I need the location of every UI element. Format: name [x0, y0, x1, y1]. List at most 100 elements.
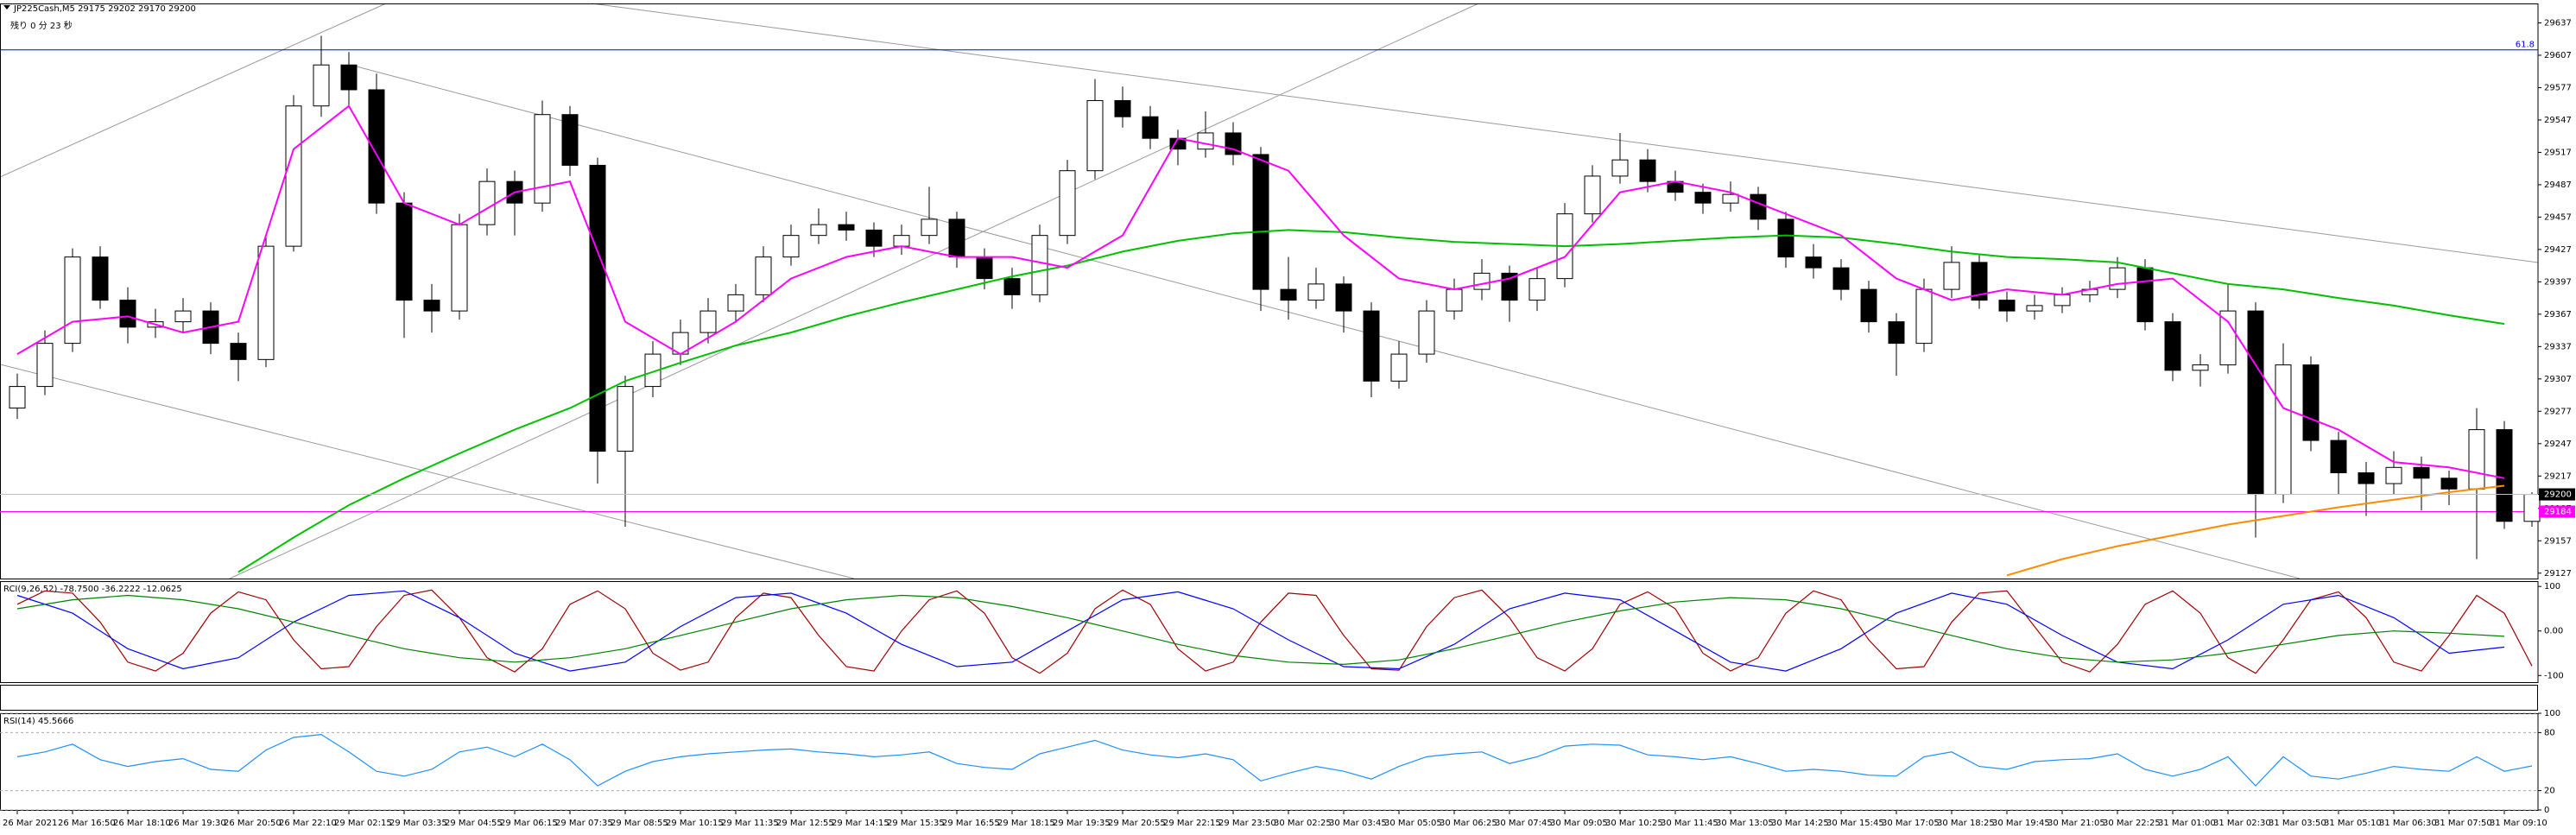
candle-body — [423, 300, 440, 312]
candle-body — [119, 300, 136, 328]
candle-body — [948, 218, 965, 258]
trendlines — [0, 3, 2539, 579]
x-tick-label: 31 Mar 02:30 — [2213, 819, 2271, 828]
candle-body — [92, 256, 109, 301]
trendline — [229, 3, 1479, 579]
x-tick-label: 30 Mar 10:25 — [1605, 819, 1663, 828]
candle-body — [1446, 288, 1463, 312]
trendline — [0, 3, 387, 178]
x-tick-label: 29 Mar 23:50 — [1218, 819, 1276, 828]
candle-body — [285, 105, 302, 247]
candle-body — [2496, 429, 2513, 522]
x-tick-label: 31 Mar 06:30 — [2379, 819, 2437, 828]
x-tick-label: 30 Mar 09:05 — [1550, 819, 1608, 828]
y-tick-label: 20 — [2544, 787, 2555, 796]
indicator-line — [16, 104, 2505, 479]
x-tick-label: 29 Mar 18:15 — [997, 819, 1055, 828]
chart-subtitle: 残り 0 分 23 秒 — [10, 20, 73, 31]
indicator-line — [16, 594, 2505, 666]
y-tick-label: 29517 — [2544, 148, 2572, 157]
candle-body — [1390, 353, 1408, 382]
candle-body — [699, 310, 717, 333]
candle-body — [2413, 466, 2430, 479]
candle-body — [782, 235, 800, 258]
x-tick-label: 30 Mar 13:05 — [1716, 819, 1774, 828]
candle-body — [36, 343, 54, 388]
collapse-arrow[interactable] — [3, 5, 10, 9]
chart-title: JP225Cash,M5 29175 29202 29170 29200 — [13, 4, 196, 14]
candle-body — [396, 202, 413, 301]
candle-body — [1252, 154, 1269, 290]
x-tick-label: 30 Mar 03:45 — [1329, 819, 1387, 828]
x-tick-label: 30 Mar 14:25 — [1771, 819, 1829, 828]
candle-body — [2247, 310, 2264, 496]
x-tick-label: 30 Mar 18:25 — [1937, 819, 1995, 828]
candle-body — [1114, 99, 1131, 117]
x-tick-label: 30 Mar 07:45 — [1495, 819, 1553, 828]
candle-body — [838, 224, 855, 231]
candle-body — [2219, 310, 2237, 366]
candle-body — [865, 229, 883, 247]
x-tick-label: 29 Mar 22:15 — [1163, 819, 1221, 828]
y-tick-label: 29397 — [2544, 277, 2572, 287]
y-tick-label: 29487 — [2544, 180, 2572, 190]
candle-body — [1418, 310, 1435, 355]
y-tick-label: 29427 — [2544, 245, 2572, 255]
y-tick-label: 29457 — [2544, 212, 2572, 222]
price-label-box — [2539, 505, 2575, 518]
x-tick-label: 31 Mar 01:00 — [2158, 819, 2216, 828]
candle-body — [2330, 440, 2347, 474]
candle-body — [9, 386, 26, 409]
x-tick-label: 30 Mar 21:05 — [2048, 819, 2105, 828]
candle-body — [2468, 429, 2485, 490]
x-tick-label: 29 Mar 02:15 — [334, 819, 392, 828]
x-tick-label: 26 Mar 18:10 — [113, 819, 171, 828]
candle-body — [1142, 116, 1159, 139]
y-tick-label: 29127 — [2544, 569, 2572, 579]
x-tick-label: 31 Mar 05:10 — [2324, 819, 2382, 828]
x-tick-label: 30 Mar 19:45 — [1992, 819, 2050, 828]
x-tick-label: 30 Mar 02:25 — [1274, 819, 1332, 828]
candle-body — [1197, 132, 1214, 150]
level-label: 61.8 — [2516, 41, 2535, 50]
candle-body — [1031, 235, 1048, 295]
panel-frame — [0, 713, 2539, 811]
indicator-title: RSI(14) 45.5666 — [3, 717, 73, 726]
y-tick-label: 29157 — [2544, 536, 2572, 546]
x-tick-label: 29 Mar 06:15 — [500, 819, 558, 828]
x-tick-label: 31 Mar 09:10 — [2490, 819, 2548, 828]
candle-body — [1750, 193, 1767, 220]
candle-body — [2164, 321, 2181, 371]
candle-body — [1086, 99, 1104, 172]
candle-body — [617, 386, 634, 452]
empty-panel-frame — [0, 685, 2538, 711]
candle-body — [2523, 494, 2541, 522]
candle-body — [589, 164, 606, 452]
candle-body — [478, 180, 496, 225]
candle-body — [755, 256, 772, 295]
candle-body — [451, 224, 468, 312]
y-tick-label: 29577 — [2544, 83, 2572, 92]
candle-body — [1943, 262, 1960, 290]
x-tick-label: 29 Mar 10:15 — [666, 819, 724, 828]
y-tick-label: 29337 — [2544, 342, 2572, 351]
candle-body — [230, 343, 247, 360]
indicator-line — [16, 733, 2533, 787]
indicator-line — [237, 229, 2505, 573]
x-tick-label: 30 Mar 11:45 — [1661, 819, 1718, 828]
x-tick-label: 26 Mar 16:50 — [58, 819, 116, 828]
x-tick-label: 29 Mar 19:35 — [1053, 819, 1111, 828]
candle-body — [1888, 321, 1905, 345]
trendline — [352, 65, 2301, 579]
y-tick-label: 29277 — [2544, 407, 2572, 416]
x-tick-label: 29 Mar 16:55 — [942, 819, 1000, 828]
x-tick-label: 29 Mar 03:35 — [389, 819, 447, 828]
current-price-label: 29200 — [2544, 490, 2572, 500]
y-tick-label: 0 — [2544, 806, 2549, 815]
candle-body — [1694, 192, 1712, 204]
candle-body — [976, 256, 993, 280]
candle-body — [1003, 278, 1021, 295]
x-tick-label: 26 Mar 19:30 — [168, 819, 226, 828]
candle-body — [2358, 472, 2375, 484]
